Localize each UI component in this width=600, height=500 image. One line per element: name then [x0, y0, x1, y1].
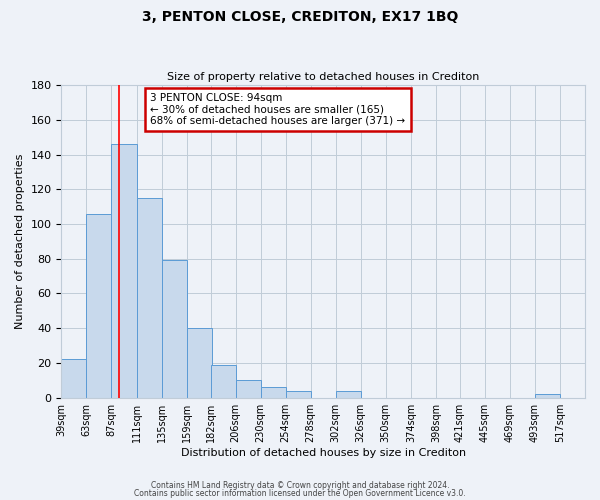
Bar: [535, 394, 560, 398]
Bar: [112, 144, 137, 398]
Title: Size of property relative to detached houses in Crediton: Size of property relative to detached ho…: [167, 72, 479, 82]
Bar: [211, 364, 236, 398]
Text: 3 PENTON CLOSE: 94sqm
← 30% of detached houses are smaller (165)
68% of semi-det: 3 PENTON CLOSE: 94sqm ← 30% of detached …: [151, 93, 406, 126]
Text: 3, PENTON CLOSE, CREDITON, EX17 1BQ: 3, PENTON CLOSE, CREDITON, EX17 1BQ: [142, 10, 458, 24]
Text: Contains HM Land Registry data © Crown copyright and database right 2024.: Contains HM Land Registry data © Crown c…: [151, 481, 449, 490]
Bar: [286, 391, 311, 398]
Bar: [137, 198, 161, 398]
Bar: [236, 380, 260, 398]
Text: Contains public sector information licensed under the Open Government Licence v3: Contains public sector information licen…: [134, 488, 466, 498]
Bar: [61, 360, 86, 398]
Bar: [161, 260, 187, 398]
Bar: [86, 214, 112, 398]
Bar: [187, 328, 212, 398]
Y-axis label: Number of detached properties: Number of detached properties: [15, 154, 25, 329]
Bar: [336, 391, 361, 398]
X-axis label: Distribution of detached houses by size in Crediton: Distribution of detached houses by size …: [181, 448, 466, 458]
Bar: [260, 388, 286, 398]
